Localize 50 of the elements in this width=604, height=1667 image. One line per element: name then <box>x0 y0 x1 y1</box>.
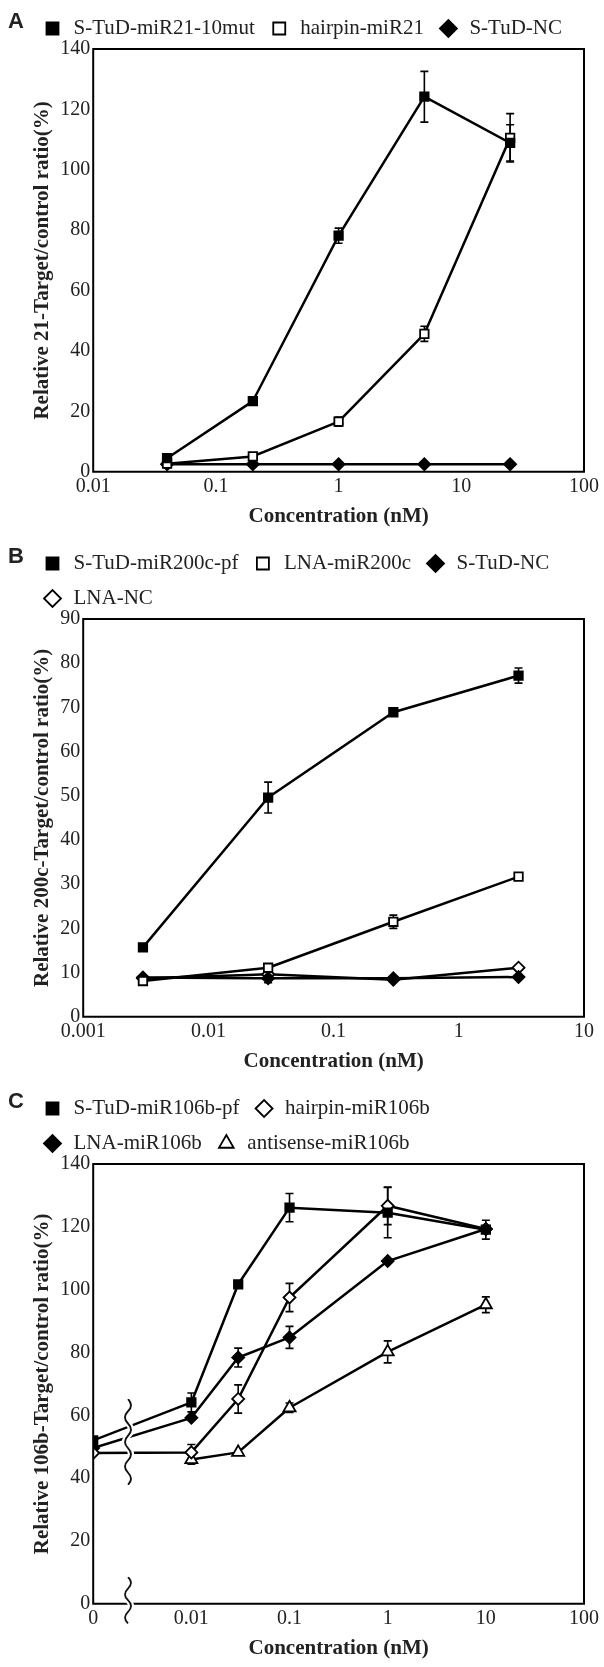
y-tick-label: 80 <box>70 1339 91 1362</box>
x-tick-label: 1 <box>333 474 344 497</box>
x-axis-title: Concentration (nM) <box>248 1634 429 1659</box>
chart-title: A <box>8 8 24 34</box>
x-axis-title: Concentration (nM) <box>248 502 429 527</box>
x-tick-label: 10 <box>574 1019 594 1042</box>
chart-title: C <box>8 1088 24 1114</box>
y-tick-label: 40 <box>70 1465 91 1488</box>
legend-label: antisense-miR106b <box>247 1130 410 1155</box>
y-tick-label: 120 <box>60 96 91 119</box>
x-tick-label: 0.1 <box>277 1606 303 1629</box>
x-tick-label: 1 <box>382 1606 393 1629</box>
y-tick-label: 80 <box>60 650 81 673</box>
legend-label: S-TuD-miR200c-pf <box>73 550 239 575</box>
y-tick-label: 70 <box>60 694 81 717</box>
y-tick-label: 50 <box>60 783 81 806</box>
y-tick-label: 20 <box>70 398 91 421</box>
y-tick-label: 20 <box>60 915 81 938</box>
legend-label: S-TuD-miR106b-pf <box>73 1095 240 1120</box>
y-axis-title: Relative 21-Target/control ratio(%) <box>29 101 54 420</box>
legend-label: S-TuD-NC <box>456 550 550 575</box>
x-tick-label: 0.1 <box>203 474 229 497</box>
legend-label: hairpin-miR106b <box>285 1095 430 1120</box>
x-axis-title: Concentration (nM) <box>243 1047 424 1072</box>
x-tick-label: 10 <box>475 1606 496 1629</box>
y-tick-label: 20 <box>70 1528 91 1551</box>
x-tick-label: 0.1 <box>321 1019 347 1042</box>
legend-label: LNA-miR200c <box>283 550 412 575</box>
x-tick-label: 0.01 <box>173 1606 209 1629</box>
y-tick-label: 80 <box>70 217 91 240</box>
y-tick-label: 40 <box>60 827 81 850</box>
y-tick-label: 60 <box>70 1402 91 1425</box>
y-tick-label: 40 <box>70 338 91 361</box>
y-tick-label: 100 <box>60 157 91 180</box>
x-tick-label: 1 <box>453 1019 464 1042</box>
y-axis-title: Relative 200c-Target/control ratio(%) <box>29 648 54 988</box>
y-tick-label: 120 <box>60 1214 91 1237</box>
chart-title: B <box>8 543 24 569</box>
x-tick-label: 0.01 <box>190 1019 226 1042</box>
y-tick-label: 60 <box>70 277 91 300</box>
y-tick-label: 60 <box>60 738 81 761</box>
y-tick-label: 30 <box>60 871 81 894</box>
y-tick-label: 10 <box>60 959 81 982</box>
y-tick-label: 100 <box>60 1276 91 1299</box>
legend-label: hairpin-miR21 <box>300 15 424 40</box>
y-axis-title: Relative 106b-Target/control ratio(%) <box>29 1213 54 1555</box>
x-tick-label: 100 <box>569 1606 599 1629</box>
x-tick-label: 10 <box>451 474 472 497</box>
legend-label: S-TuD-NC <box>469 15 562 40</box>
x-tick-label: 100 <box>569 474 599 497</box>
